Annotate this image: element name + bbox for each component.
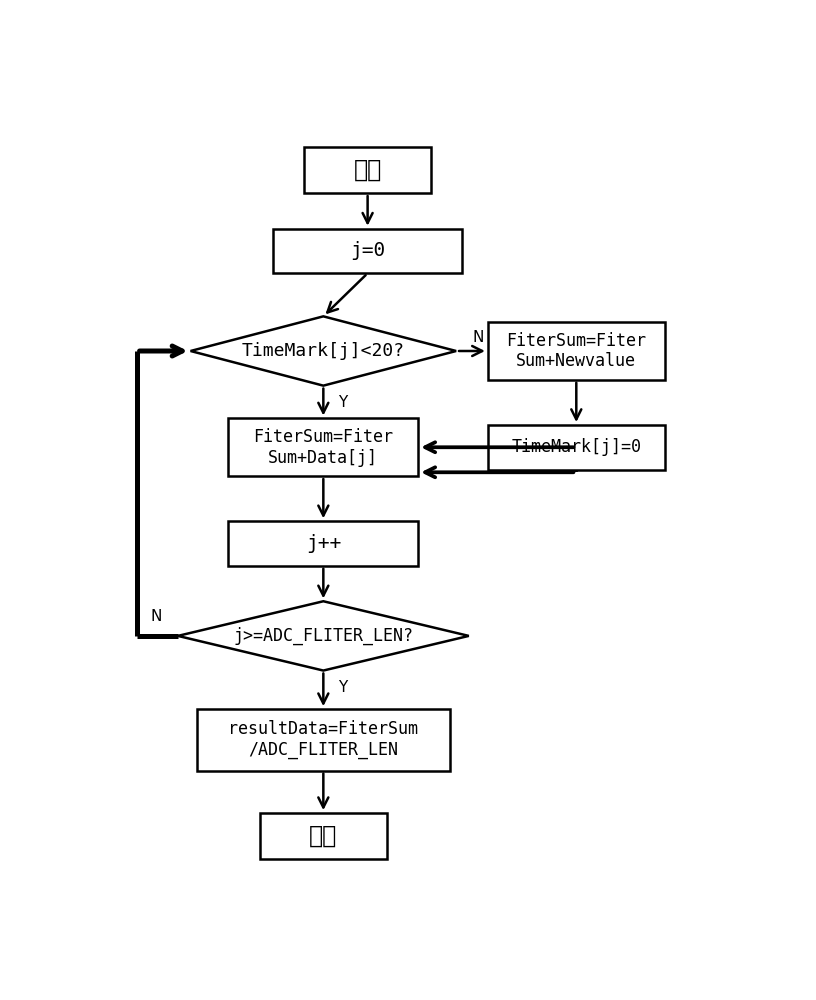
Bar bbox=[304, 147, 431, 193]
Bar bbox=[197, 709, 450, 771]
Text: j>=ADC_FLITER_LEN?: j>=ADC_FLITER_LEN? bbox=[233, 627, 414, 645]
Bar bbox=[228, 418, 419, 476]
Text: Y: Y bbox=[338, 680, 347, 695]
Text: resultData=FiterSum
/ADC_FLITER_LEN: resultData=FiterSum /ADC_FLITER_LEN bbox=[228, 720, 419, 759]
Bar bbox=[228, 521, 419, 566]
Text: TimeMark[j]=0: TimeMark[j]=0 bbox=[512, 438, 641, 456]
Text: j=0: j=0 bbox=[350, 241, 385, 260]
Polygon shape bbox=[190, 316, 456, 386]
Bar bbox=[273, 229, 463, 273]
Text: 开始: 开始 bbox=[353, 158, 382, 182]
Text: FiterSum=Fiter
Sum+Newvalue: FiterSum=Fiter Sum+Newvalue bbox=[506, 332, 646, 370]
Bar bbox=[488, 322, 665, 380]
Text: N: N bbox=[472, 330, 484, 345]
Text: j++: j++ bbox=[306, 534, 341, 553]
Text: TimeMark[j]<20?: TimeMark[j]<20? bbox=[242, 342, 405, 360]
Text: Y: Y bbox=[338, 395, 347, 410]
Polygon shape bbox=[178, 601, 468, 671]
Text: FiterSum=Fiter
Sum+Data[j]: FiterSum=Fiter Sum+Data[j] bbox=[253, 428, 393, 467]
Text: N: N bbox=[150, 609, 162, 624]
Bar bbox=[260, 813, 387, 859]
Bar bbox=[488, 425, 665, 470]
Text: 结束: 结束 bbox=[309, 824, 338, 848]
